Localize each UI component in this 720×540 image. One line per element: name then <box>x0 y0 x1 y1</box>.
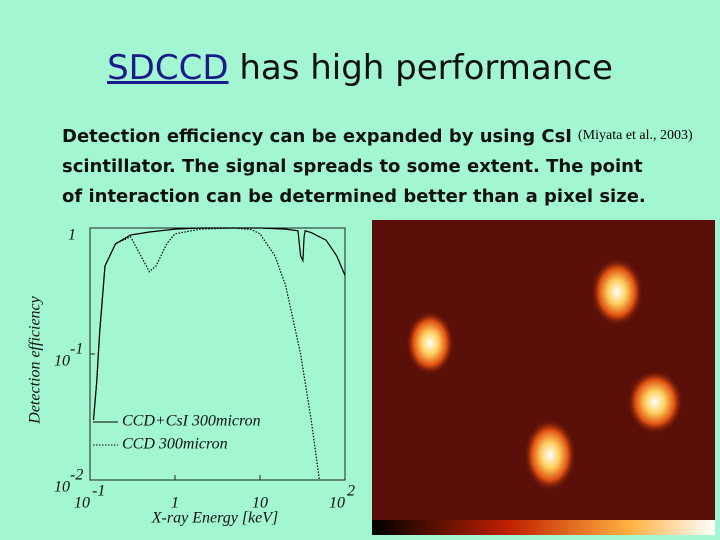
y-tick-sup: -1 <box>70 341 83 358</box>
body-line: scintillator. The signal spreads to some… <box>62 156 643 177</box>
slide-title: SDCCD has high performance <box>0 48 720 88</box>
x-tick-sup: -1 <box>92 483 105 500</box>
x-tick-label: 1 <box>171 495 179 512</box>
x-tick-label: 10 <box>329 495 345 512</box>
body-line: of interaction can be determined better … <box>62 186 646 207</box>
x-tick-label: 10 <box>252 495 268 512</box>
citation: (Miyata et al., 2003) <box>578 128 693 143</box>
y-tick-label: 10 <box>54 353 70 370</box>
body-line: Detection efficiency can be expanded by … <box>62 126 573 147</box>
y-tick-label: 10 <box>54 479 70 496</box>
title-text: has high performance <box>239 48 613 88</box>
y-tick-sup: -2 <box>70 467 83 484</box>
x-tick-label: 10 <box>74 495 90 512</box>
ccd-image <box>372 220 715 535</box>
legend-label: CCD+CsI 300micron <box>122 413 261 430</box>
x-tick-sup: 2 <box>347 483 355 500</box>
title-link[interactable]: SDCCD <box>107 48 229 88</box>
y-axis-label: Detection efficiency <box>27 295 44 424</box>
y-tick-label: 1 <box>68 227 76 244</box>
x-axis-label: X-ray Energy [keV] <box>151 510 278 527</box>
series-line <box>92 227 320 481</box>
legend-label: CCD 300micron <box>122 436 228 453</box>
series-line <box>92 227 346 420</box>
